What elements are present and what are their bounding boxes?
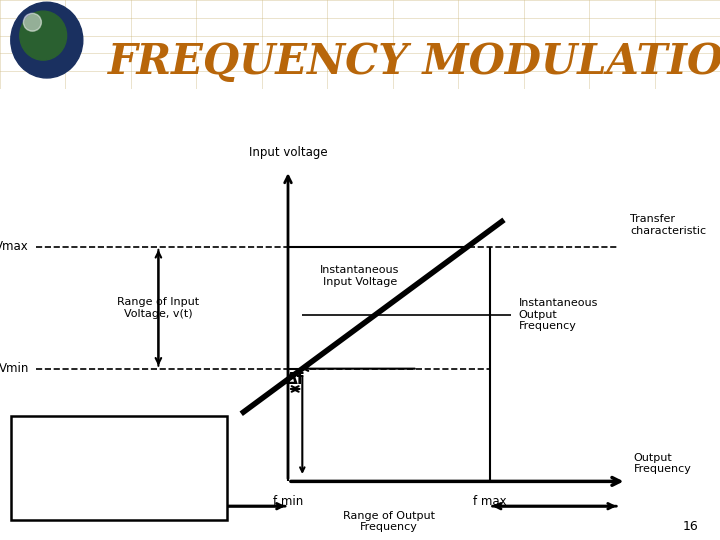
Text: Vmax: Vmax [0, 240, 29, 253]
Text: Vmin: Vmin [0, 362, 29, 375]
Text: example, f: example, f [25, 454, 94, 467]
Text: f min: f min [273, 495, 303, 508]
Text: f max: f max [473, 495, 506, 508]
Text: Transfer
characteristic: Transfer characteristic [630, 214, 706, 235]
Text: Range of Output
Frequency: Range of Output Frequency [343, 511, 435, 532]
Text: Instantaneous
Output
Frequency: Instantaneous Output Frequency [518, 298, 598, 331]
FancyBboxPatch shape [11, 416, 227, 519]
Ellipse shape [11, 2, 83, 78]
Text: NOTE:: NOTE: [25, 429, 73, 442]
Text: 16: 16 [683, 520, 698, 533]
Text: carrier frequency, f: carrier frequency, f [25, 479, 155, 492]
Text: Output
Frequency: Output Frequency [634, 453, 691, 474]
Ellipse shape [19, 11, 66, 60]
Text: FREQUENCY MODULATION - 1: FREQUENCY MODULATION - 1 [108, 42, 720, 83]
Text: Instantaneous
Input Voltage: Instantaneous Input Voltage [320, 266, 400, 287]
Text: Range of Input
Voltage, v(t): Range of Input Voltage, v(t) [117, 297, 199, 319]
Text: = the: = the [133, 454, 174, 467]
Text: In this: In this [74, 429, 121, 442]
Text: min: min [104, 451, 123, 460]
Ellipse shape [23, 14, 42, 31]
Text: Input voltage: Input voltage [248, 146, 328, 159]
Text: c: c [173, 476, 179, 484]
Text: Δf: Δf [286, 372, 305, 387]
